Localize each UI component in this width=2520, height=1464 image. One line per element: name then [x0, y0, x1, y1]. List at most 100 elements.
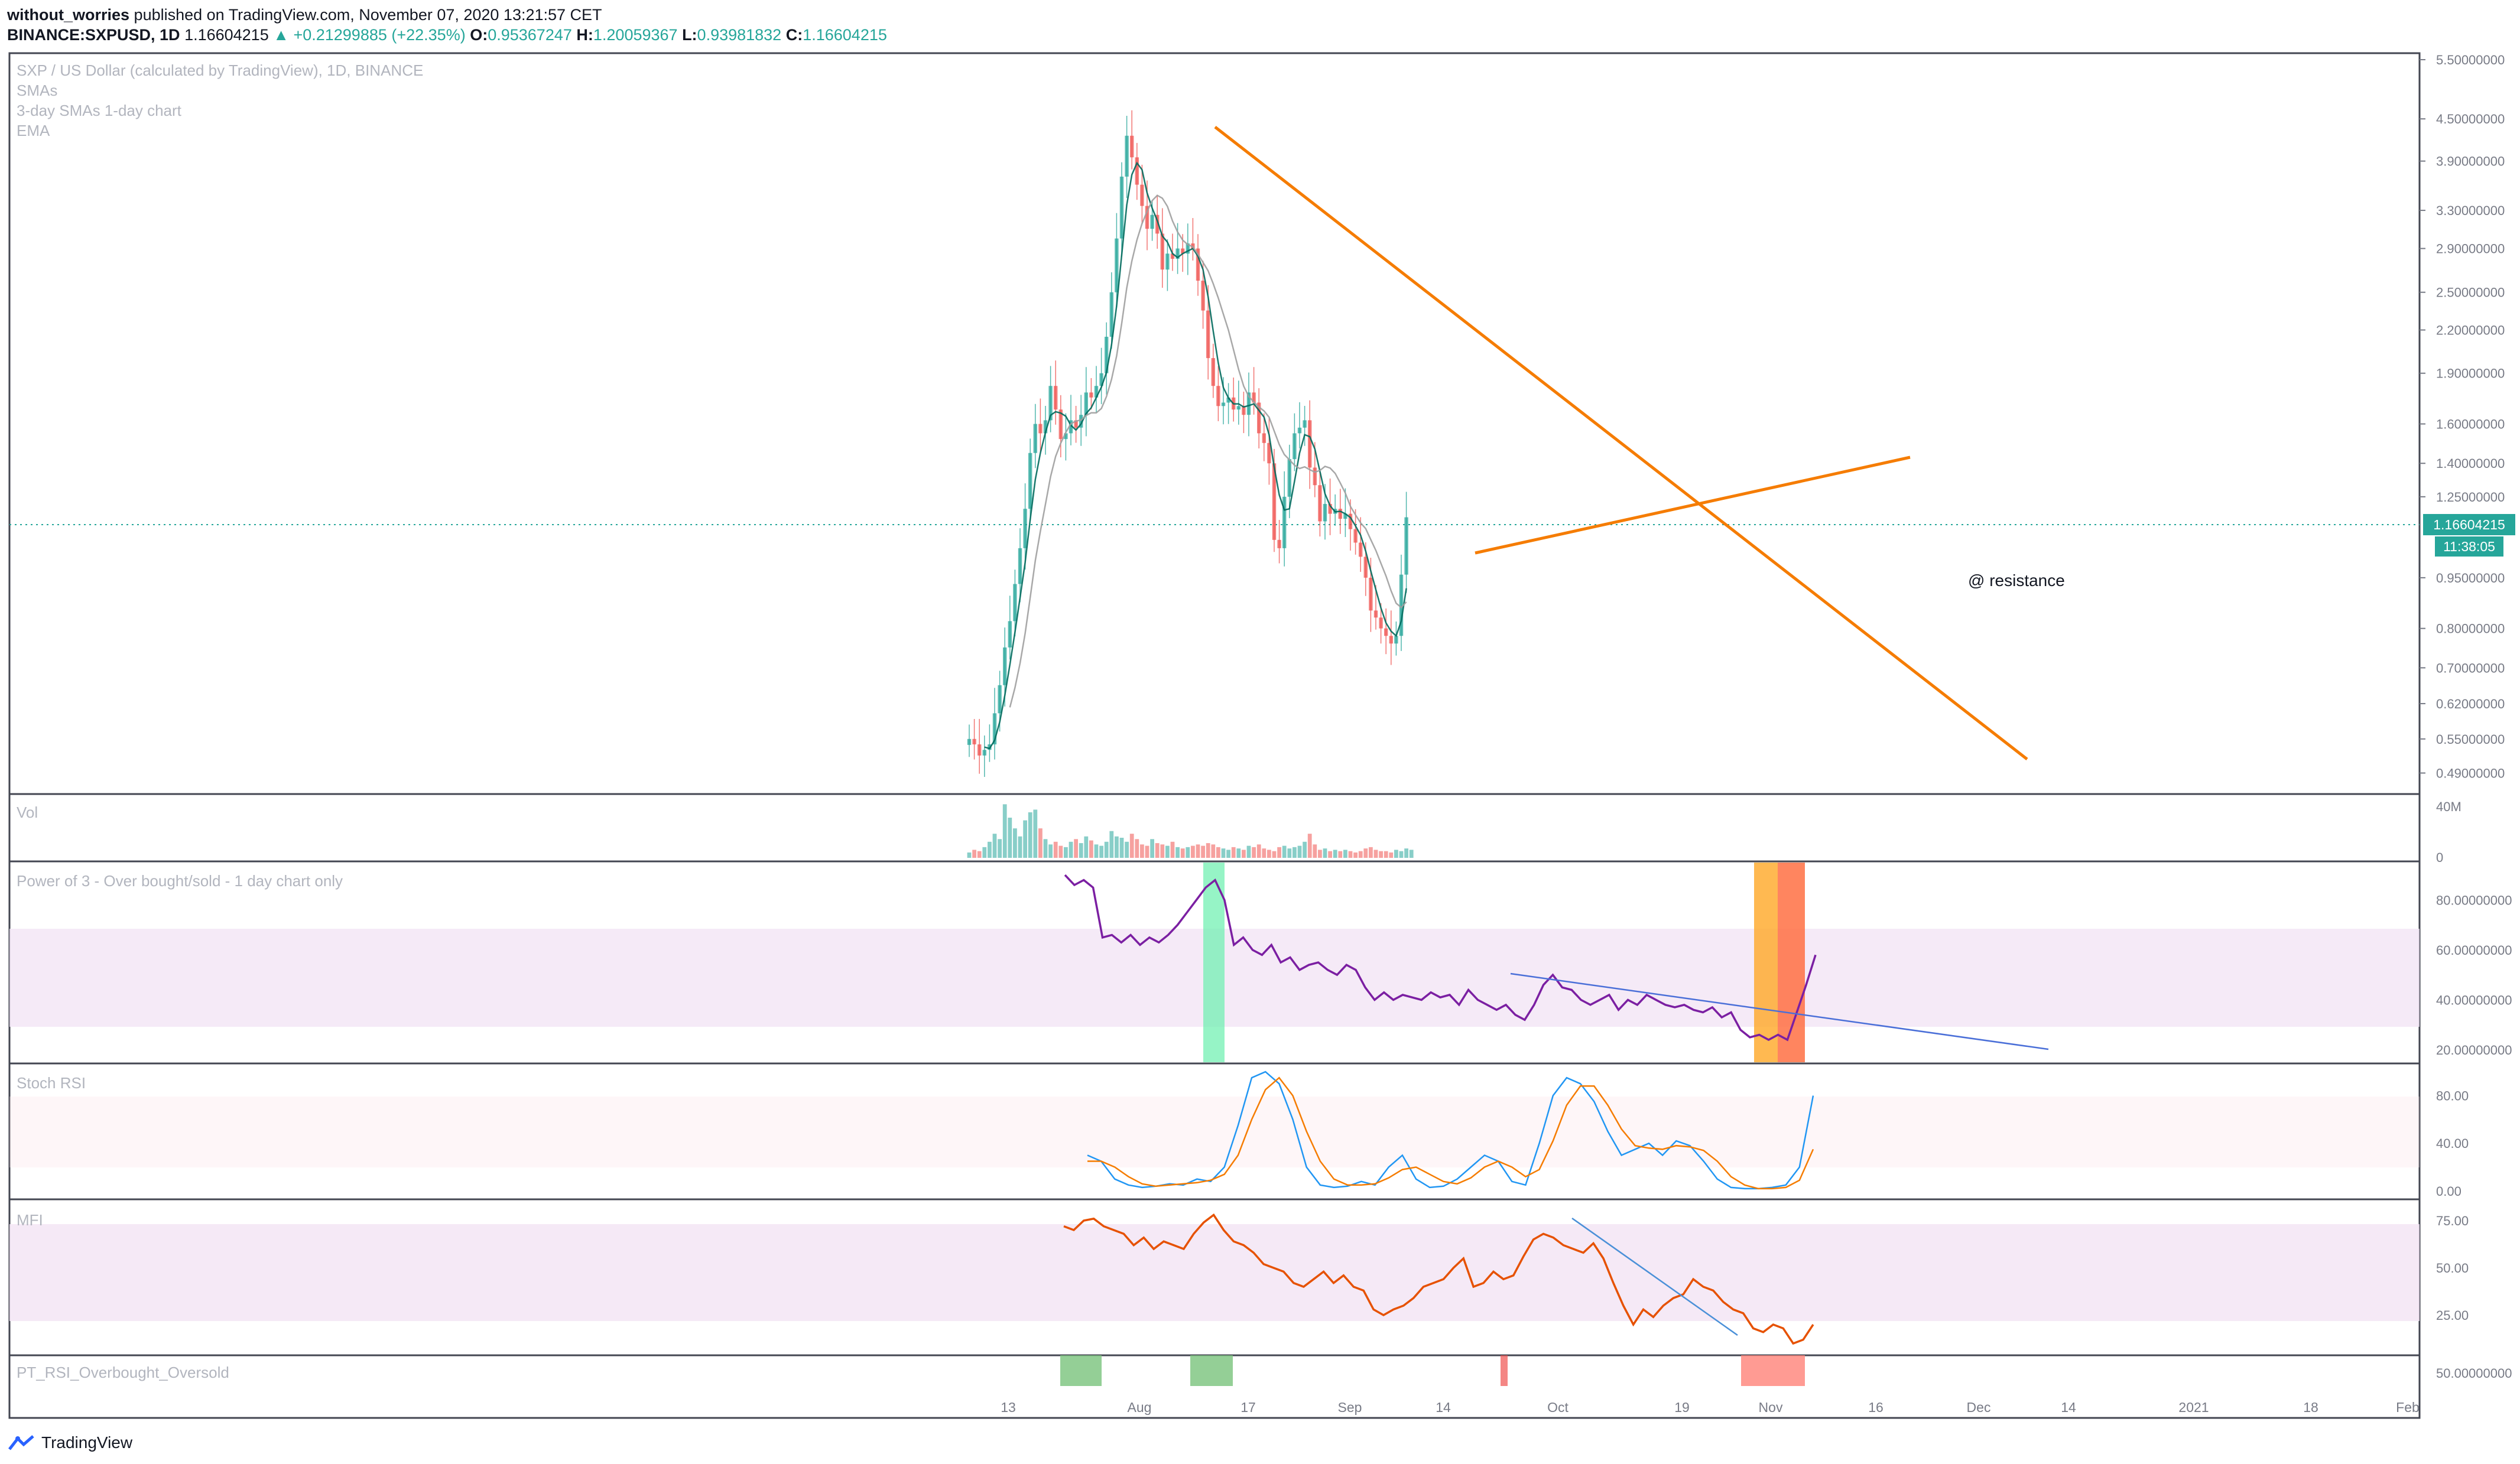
vol-bar-42 — [1180, 848, 1185, 858]
candle-body-53 — [1236, 406, 1240, 410]
candle-body-36 — [1150, 214, 1154, 229]
pane-title-vol: Vol — [17, 803, 38, 821]
candle-body-29 — [1115, 238, 1119, 292]
vol-bar-36 — [1150, 839, 1154, 858]
vol-bar-45 — [1196, 844, 1200, 858]
vol-bar-86 — [1404, 848, 1408, 858]
candle-body-79 — [1369, 577, 1373, 611]
candle-body-9 — [1013, 584, 1017, 622]
time-tick-7: Nov — [1759, 1400, 1783, 1415]
vol-tick-1: 0 — [2436, 850, 2443, 865]
candle-body-22 — [1079, 415, 1083, 428]
stoch-d-series — [1087, 1076, 1814, 1190]
candle-body-46 — [1201, 281, 1205, 311]
candle-body-56 — [1252, 392, 1256, 403]
candle-body-75 — [1348, 513, 1353, 529]
candle-body-32 — [1130, 135, 1134, 158]
last-price: 1.16604215 — [184, 26, 269, 44]
mfi-trendline[interactable] — [1571, 1217, 1738, 1336]
vol-bar-3 — [982, 847, 987, 858]
symbol-info: BINANCE:SXPUSD, 1D 1.16604215 ▲ +0.21299… — [7, 26, 887, 44]
candle-body-38 — [1160, 233, 1164, 270]
stoch-tick-1: 40.00 — [2436, 1136, 2469, 1151]
candle-body-12 — [1028, 453, 1032, 509]
candle-body-8 — [1008, 621, 1012, 648]
candle-body-14 — [1038, 424, 1043, 434]
vol-bar-10 — [1018, 836, 1022, 858]
power-tick-3: 20.00000000 — [2436, 1043, 2512, 1058]
time-tick-11: 2021 — [2178, 1400, 2209, 1415]
pane-title-mfi: MFI — [17, 1211, 43, 1229]
candle-body-2 — [978, 744, 982, 756]
vol-bar-20 — [1069, 841, 1073, 858]
open-value: 0.95367247 — [488, 26, 572, 44]
price-change: ▲ +0.21299885 (+22.35%) — [273, 26, 466, 44]
time-axis[interactable]: 13 Aug 17 Sep 14 Oct 19 Nov 16 Dec 14 2021 18 Feb 50.0… — [1001, 1366, 2512, 1415]
candle-body-37 — [1155, 214, 1160, 234]
candle-body-7 — [1003, 647, 1007, 685]
vol-bar-2 — [977, 851, 982, 858]
vol-bar-46 — [1201, 845, 1205, 858]
vol-bar-19 — [1064, 847, 1068, 858]
mfi-tick-0: 75.00 — [2436, 1214, 2469, 1228]
power-tick-1: 60.00000000 — [2436, 943, 2512, 958]
vol-bar-55 — [1246, 845, 1251, 858]
pane-title-power: Power of 3 - Over bought/sold - 1 day ch… — [17, 872, 343, 890]
vol-bar-35 — [1145, 845, 1149, 858]
power-highlight-orange — [1754, 863, 1778, 1062]
vol-bar-34 — [1140, 844, 1144, 858]
price-tick-11: 0.95000000 — [2436, 571, 2505, 585]
mfi-tick-2: 25.00 — [2436, 1308, 2469, 1323]
candlestick-series — [967, 110, 1408, 777]
candle-body-0 — [967, 738, 972, 745]
price-tick-3: 3.30000000 — [2436, 203, 2505, 218]
vol-bar-74 — [1343, 850, 1347, 858]
vol-bar-77 — [1358, 851, 1363, 858]
power-tick-2: 40.00000000 — [2436, 993, 2512, 1007]
candle-body-5 — [992, 713, 997, 744]
power-trendline[interactable] — [1510, 972, 2049, 1050]
time-tick-8: 16 — [1868, 1400, 1883, 1415]
vol-bar-65 — [1297, 845, 1302, 858]
vol-bar-8 — [1008, 818, 1012, 858]
vol-bar-41 — [1175, 847, 1180, 858]
descending-trendline[interactable] — [1214, 126, 2028, 760]
candle-body-30 — [1119, 176, 1124, 239]
vol-bar-38 — [1160, 844, 1165, 858]
candle-body-73 — [1338, 509, 1342, 519]
candle-body-59 — [1267, 443, 1271, 464]
vol-bar-30 — [1119, 838, 1124, 858]
vol-bar-39 — [1165, 845, 1170, 858]
legend-ema: EMA — [17, 122, 50, 139]
price-axis[interactable]: 5.50000000 4.50000000 3.90000000 3.30000000… — [2420, 53, 2505, 780]
power-line: 80.00000000 60.00000000 40.00000000 20.0000… — [1064, 874, 2512, 1058]
candle-body-27 — [1105, 337, 1109, 373]
candle-body-55 — [1246, 392, 1251, 415]
ascending-trendline[interactable] — [1475, 456, 1911, 555]
vol-bar-78 — [1363, 848, 1368, 858]
footer-brand[interactable]: TradingView — [41, 1433, 133, 1452]
candle-body-69 — [1318, 485, 1322, 522]
candle-body-15 — [1043, 420, 1048, 434]
candle-body-19 — [1064, 433, 1068, 440]
candle-body-67 — [1308, 420, 1312, 468]
vol-bar-57 — [1256, 844, 1261, 858]
last-price-badge-text: 1.16604215 — [2433, 517, 2505, 532]
candle-body-51 — [1226, 397, 1230, 403]
candle-body-60 — [1272, 463, 1277, 540]
high-label: H: — [576, 26, 593, 44]
price-tick-0: 5.50000000 — [2436, 53, 2505, 67]
low-value: 0.93981832 — [697, 26, 782, 44]
vol-bar-21 — [1074, 839, 1078, 858]
price-tick-4: 2.90000000 — [2436, 242, 2505, 256]
resistance-annotation[interactable]: @ resistance — [1968, 571, 2065, 590]
vol-bar-14 — [1038, 828, 1043, 858]
candle-body-84 — [1394, 636, 1398, 644]
author-name[interactable]: without_worries — [7, 6, 130, 24]
candle-body-54 — [1242, 406, 1246, 415]
candle-body-41 — [1175, 248, 1180, 259]
candle-body-11 — [1023, 509, 1027, 548]
stoch-lines: 80.00 40.00 0.00 — [1087, 1071, 2469, 1199]
vol-bar-66 — [1303, 841, 1307, 858]
